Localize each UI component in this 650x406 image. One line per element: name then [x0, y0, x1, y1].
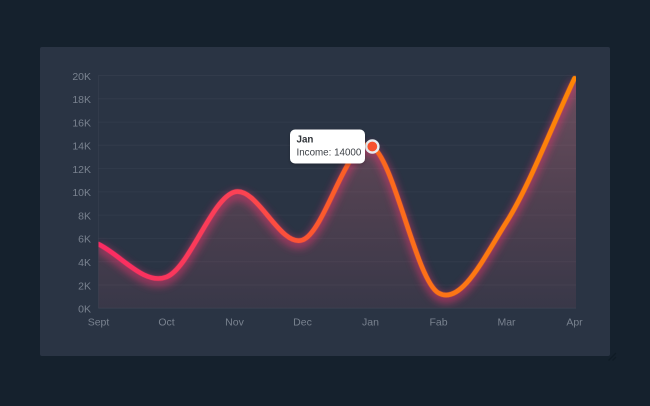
svg-text:2K: 2K	[78, 280, 91, 292]
svg-text:8K: 8K	[78, 210, 91, 222]
svg-text:16K: 16K	[72, 117, 91, 129]
svg-text:Apr: Apr	[566, 317, 583, 329]
svg-text:Income: 14000: Income: 14000	[297, 148, 362, 159]
svg-text:4K: 4K	[78, 257, 91, 269]
svg-text:Jan: Jan	[297, 135, 314, 146]
svg-text:6K: 6K	[78, 234, 91, 246]
svg-text:Oct: Oct	[158, 317, 174, 329]
svg-text:18K: 18K	[72, 94, 91, 106]
svg-text:Dec: Dec	[293, 317, 312, 329]
svg-text:Sept: Sept	[88, 317, 110, 329]
svg-text:12K: 12K	[72, 164, 91, 176]
svg-text:20K: 20K	[72, 71, 91, 83]
svg-text:Fab: Fab	[429, 317, 447, 329]
svg-text:14K: 14K	[72, 141, 91, 153]
svg-text:10K: 10K	[72, 187, 91, 199]
svg-text:Mar: Mar	[497, 317, 516, 329]
svg-text:Jan: Jan	[362, 317, 379, 329]
svg-text:Nov: Nov	[225, 317, 244, 329]
svg-text:0K: 0K	[78, 304, 91, 316]
